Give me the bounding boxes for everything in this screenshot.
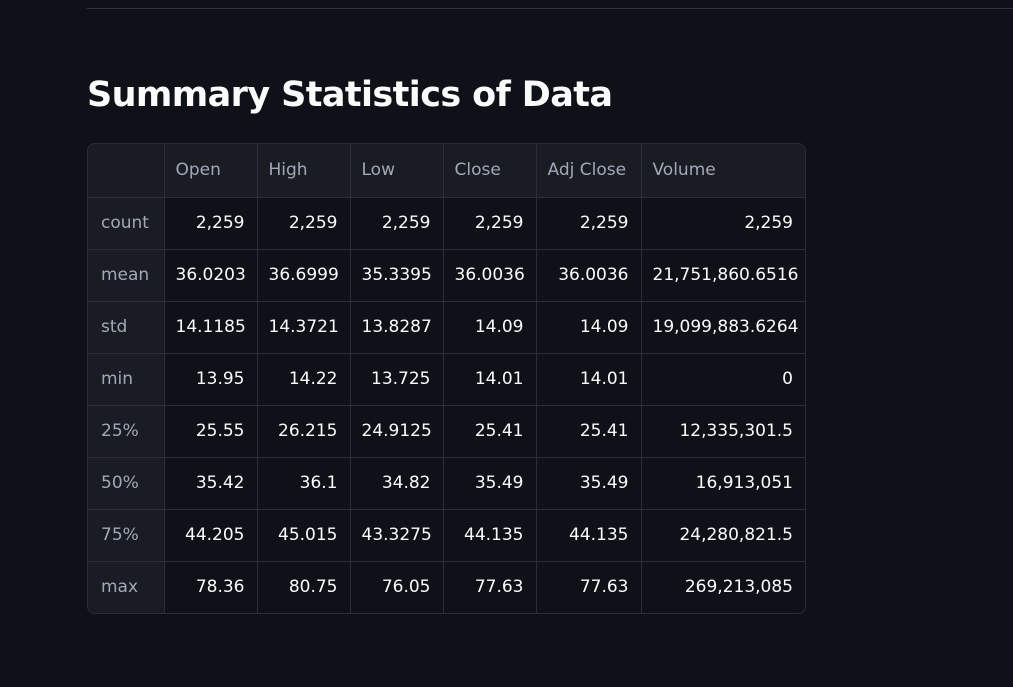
column-header-low[interactable]: Low (350, 144, 444, 198)
table-row: count 2,259 2,259 2,259 2,259 2,259 2,259 (88, 197, 805, 250)
table-cell[interactable]: 35.42 (164, 457, 258, 510)
table-cell[interactable]: 25.41 (536, 405, 642, 458)
row-label[interactable]: 75% (88, 509, 165, 562)
table-cell[interactable]: 78.36 (164, 561, 258, 613)
table-cell[interactable]: 13.95 (164, 353, 258, 406)
table-cell[interactable]: 44.205 (164, 509, 258, 562)
top-divider (87, 8, 1013, 9)
table-row: max 78.36 80.75 76.05 77.63 77.63 269,213,085 (88, 561, 805, 613)
page-title: Summary Statistics of Data (87, 75, 613, 115)
table-cell[interactable]: 36.0036 (443, 249, 537, 302)
table-cell[interactable]: 80.75 (257, 561, 351, 613)
table-cell[interactable]: 2,259 (350, 197, 444, 250)
table-cell[interactable]: 25.41 (443, 405, 537, 458)
table-cell[interactable]: 26.215 (257, 405, 351, 458)
table-row: std 14.1185 14.3721 13.8287 14.09 14.09 19,099… (88, 301, 805, 354)
table-cell[interactable]: 21,751,860.6516 (641, 249, 805, 302)
table-cell[interactable]: 14.3721 (257, 301, 351, 354)
table-cell[interactable]: 14.22 (257, 353, 351, 406)
table-cell[interactable]: 14.01 (443, 353, 537, 406)
row-label[interactable]: 25% (88, 405, 165, 458)
table-cell[interactable]: 77.63 (536, 561, 642, 613)
table-cell[interactable]: 13.8287 (350, 301, 444, 354)
table-cell[interactable]: 16,913,051 (641, 457, 805, 510)
row-label[interactable]: min (88, 353, 165, 406)
table-cell[interactable]: 35.49 (443, 457, 537, 510)
table-cell[interactable]: 44.135 (443, 509, 537, 562)
column-header-close[interactable]: Close (443, 144, 537, 198)
table-row: 75% 44.205 45.015 43.3275 44.135 44.135 24,280… (88, 509, 805, 562)
index-column-header (88, 144, 165, 198)
table-cell[interactable]: 14.09 (536, 301, 642, 354)
table-cell[interactable]: 269,213,085 (684, 577, 793, 598)
column-header-open[interactable]: Open (164, 144, 258, 198)
column-header-volume[interactable]: Volume (641, 144, 805, 198)
table-row: min 13.95 14.22 13.725 14.01 14.01 0 (88, 353, 805, 406)
row-label[interactable]: max (88, 561, 165, 613)
table-cell[interactable]: 43.3275 (350, 509, 444, 562)
summary-statistics-table[interactable]: Open High Low Close Adj Close Volume cou… (87, 143, 806, 614)
table-cell[interactable]: 76.05 (350, 561, 444, 613)
table-row: 50% 35.42 36.1 34.82 35.49 35.49 16,913,051 (88, 457, 805, 510)
table-cell[interactable]: 77.63 (443, 561, 537, 613)
table-cell[interactable]: 44.135 (536, 509, 642, 562)
table-cell[interactable]: 2,259 (443, 197, 537, 250)
table-cell[interactable]: 0 (641, 353, 805, 406)
table-cell[interactable]: 2,259 (257, 197, 351, 250)
table-cell[interactable]: 14.01 (536, 353, 642, 406)
column-header-adj-close[interactable]: Adj Close (536, 144, 642, 198)
table-cell[interactable]: 45.015 (257, 509, 351, 562)
table-cell[interactable]: 14.09 (443, 301, 537, 354)
table-cell[interactable]: 35.49 (536, 457, 642, 510)
table-row: mean 36.0203 36.6999 35.3395 36.0036 36.0036 2… (88, 249, 805, 302)
table-cell[interactable]: 36.6999 (257, 249, 351, 302)
table-cell[interactable]: 19,099,883.6264 (641, 301, 805, 354)
data-table: Open High Low Close Adj Close Volume cou… (88, 144, 805, 613)
row-label[interactable]: mean (88, 249, 165, 302)
table-row: 25% 25.55 26.215 24.9125 25.41 25.41 12,335,30… (88, 405, 805, 458)
table-cell[interactable]: 12,335,301.5 (641, 405, 805, 458)
table-cell[interactable]: 36.1 (257, 457, 351, 510)
row-label[interactable]: 50% (88, 457, 165, 510)
table-cell[interactable]: 25.55 (164, 405, 258, 458)
table-cell[interactable]: 13.725 (350, 353, 444, 406)
table-cell[interactable]: 36.0036 (536, 249, 642, 302)
table-cell[interactable]: 14.1185 (164, 301, 258, 354)
table-cell[interactable]: 2,259 (164, 197, 258, 250)
row-label[interactable]: count (88, 197, 165, 250)
row-label[interactable]: std (88, 301, 165, 354)
table-cell[interactable]: 35.3395 (350, 249, 444, 302)
table-cell[interactable]: 2,259 (641, 197, 805, 250)
column-header-high[interactable]: High (257, 144, 351, 198)
table-cell[interactable]: 24,280,821.5 (641, 509, 805, 562)
table-header-row: Open High Low Close Adj Close Volume (88, 144, 805, 198)
table-cell[interactable]: 34.82 (350, 457, 444, 510)
table-cell[interactable]: 2,259 (536, 197, 642, 250)
table-cell[interactable]: 24.9125 (350, 405, 444, 458)
table-cell[interactable]: 36.0203 (164, 249, 258, 302)
